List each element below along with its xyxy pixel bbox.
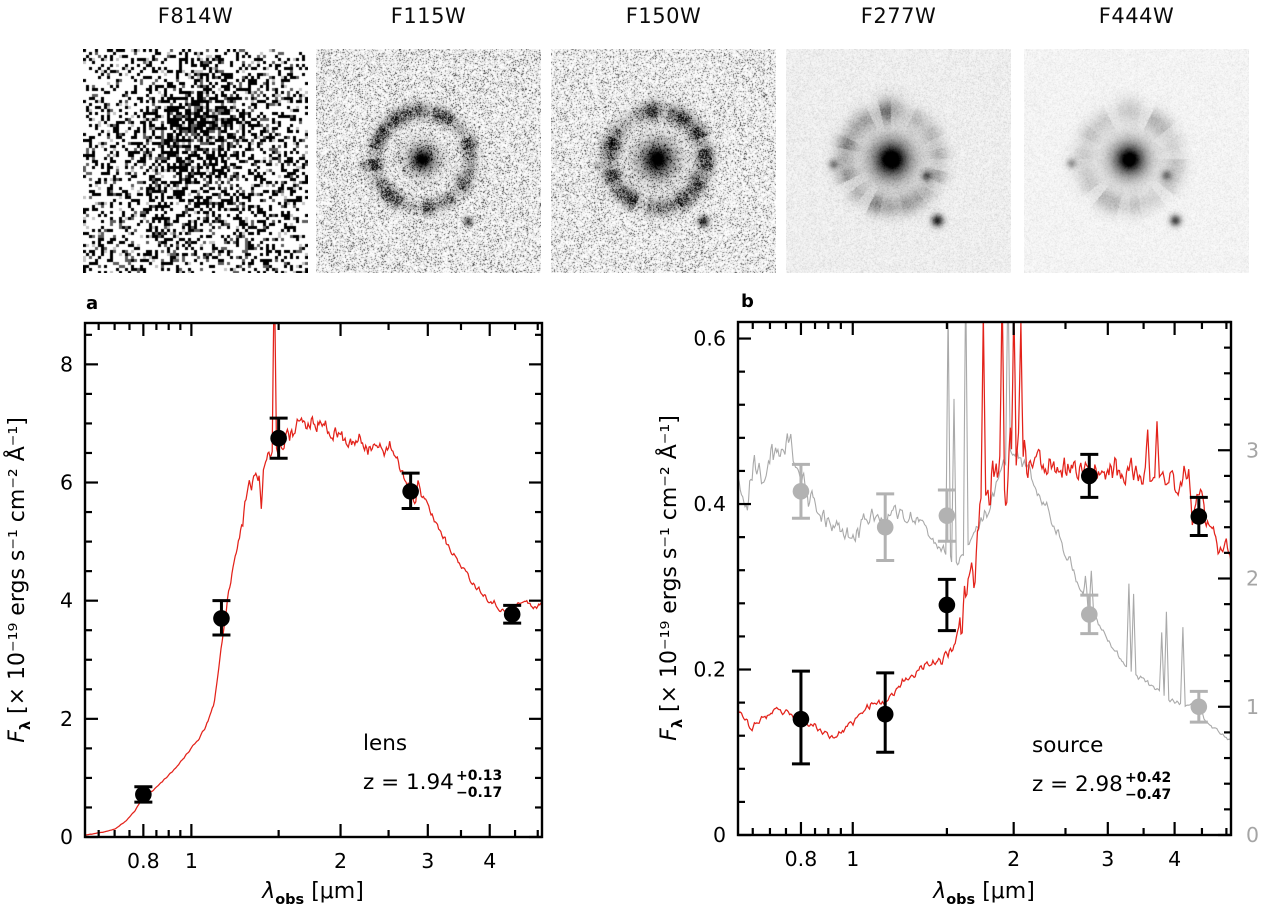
svg-text:1: 1 (846, 847, 859, 871)
cutout-image-f277w (786, 49, 1011, 273)
svg-text:4: 4 (1168, 847, 1181, 871)
y-axis-label-lens: Fλ [× 10⁻¹⁹ ergs s⁻¹ cm⁻² Å⁻¹] (3, 417, 34, 743)
source-annotation: source (1032, 733, 1103, 758)
panel-b-letter: b (741, 291, 754, 312)
data-point (270, 429, 287, 447)
svg-text:3: 3 (421, 849, 434, 873)
sed-curve-lens-best-fit-sed (85, 323, 542, 836)
data-point (1190, 508, 1208, 525)
svg-text:0: 0 (60, 825, 73, 849)
tick-labels: 0.8 1 2 3 4 0 2 4 6 8 (60, 352, 496, 873)
svg-text:0: 0 (713, 823, 726, 847)
svg-text:0.4: 0.4 (693, 492, 726, 516)
svg-text:6: 6 (60, 471, 73, 495)
sed-plot-source: 0.8 1 2 3 4 0 0.2 0.4 0.6 0 1 2 3 (693, 320, 1259, 871)
svg-text:0: 0 (1246, 823, 1259, 847)
source-redshift: z = 2.98 (1032, 772, 1123, 797)
lens-annotation: lens (363, 731, 407, 756)
cutout-label: F277W (860, 4, 937, 28)
svg-text:1: 1 (1246, 695, 1259, 719)
svg-text:0.8: 0.8 (127, 849, 160, 873)
source-redshift-err-plus: +0.42 (1125, 770, 1171, 786)
x-axis-label-source: λobs [μm] (932, 879, 1035, 908)
axes-frame (83, 321, 544, 839)
y-axis-label-source: Fλ [× 10⁻¹⁹ ergs s⁻¹ cm⁻² Å⁻¹] (655, 415, 686, 741)
svg-text:4: 4 (483, 849, 496, 873)
x-axis-label-lens: λobs [μm] (261, 879, 364, 908)
model-curves (85, 323, 542, 836)
lens-redshift: z = 1.94 (363, 770, 454, 795)
cutout-label: F814W (157, 4, 234, 28)
cutout-panel-f814w: F814W (83, 0, 308, 280)
tick-labels: 0.8 1 2 3 4 0 0.2 0.4 0.6 0 1 2 3 (693, 327, 1259, 871)
cutout-panel-f444w: F444W (1024, 0, 1249, 280)
cutout-panel-f277w: F277W (786, 0, 1011, 280)
svg-text:2: 2 (1007, 847, 1020, 871)
data-point (876, 518, 894, 536)
lens-redshift-err-plus: +0.13 (456, 768, 502, 784)
cutout-panel-f115w: F115W (316, 0, 541, 280)
svg-text:8: 8 (60, 352, 73, 376)
data-point (503, 605, 521, 623)
sed-curve-lens-scaled-sed (738, 322, 1231, 742)
sed-plot-lens: 0.8 1 2 3 4 0 2 4 6 8 (60, 321, 544, 873)
axis-ticks (85, 323, 542, 839)
data-point (792, 482, 810, 500)
cutout-panel-f150w: F150W (551, 0, 776, 280)
cutout-image-f115w (316, 49, 541, 273)
cutout-image-f444w (1024, 49, 1249, 273)
data-point (792, 710, 810, 728)
svg-text:0.6: 0.6 (693, 327, 726, 351)
cutout-image-f814w (83, 49, 308, 273)
data-point (1080, 467, 1098, 485)
cutout-label: F115W (390, 4, 467, 28)
photometry-lens-photometry (134, 416, 522, 804)
svg-text:1: 1 (185, 849, 198, 873)
data-point (213, 610, 230, 627)
cutout-label: F150W (625, 4, 702, 28)
data-point (1080, 606, 1098, 623)
svg-text:4: 4 (60, 589, 73, 613)
cutout-image-f150w (551, 49, 776, 273)
data-point (1190, 698, 1208, 716)
axis-ticks (738, 320, 1231, 837)
svg-text:0.8: 0.8 (785, 847, 818, 871)
lens-redshift-err-minus: −0.17 (456, 785, 502, 801)
svg-text:3: 3 (1246, 438, 1259, 462)
model-curves (738, 322, 1231, 742)
svg-text:2: 2 (1246, 567, 1259, 591)
data-point (402, 483, 419, 500)
svg-text:2: 2 (334, 849, 347, 873)
data-point (938, 596, 956, 614)
data-point (876, 705, 894, 723)
svg-text:0.2: 0.2 (693, 658, 726, 682)
data-point (938, 507, 956, 524)
photometry-lens-scaled-photometry (791, 462, 1208, 724)
data-point (135, 786, 152, 803)
svg-text:3: 3 (1101, 847, 1114, 871)
source-redshift-err-minus: −0.47 (1125, 787, 1171, 803)
svg-text:2: 2 (60, 707, 73, 731)
panel-a-letter: a (86, 293, 98, 314)
photometry-source-photometry (791, 452, 1208, 766)
cutout-label: F444W (1098, 4, 1175, 28)
sed-curve-source-best-fit-sed (738, 322, 1231, 740)
